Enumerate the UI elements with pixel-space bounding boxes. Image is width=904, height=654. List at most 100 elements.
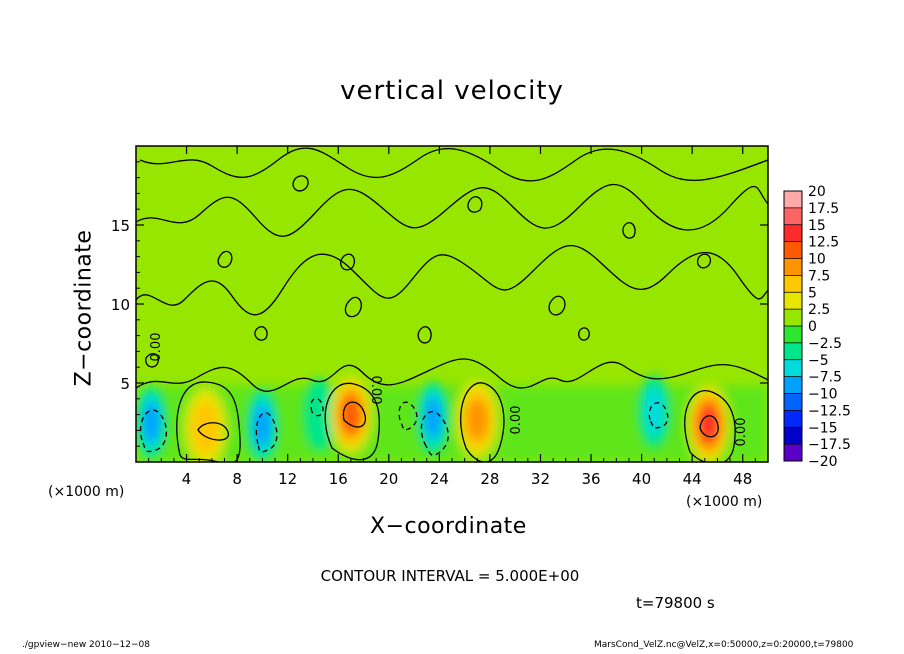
colorbar-segment: [784, 359, 802, 378]
colorbar-tick-label: 20: [808, 184, 826, 200]
negative-contour-2: [420, 410, 449, 456]
x-tick-label: 8: [232, 470, 242, 488]
contour-line-14: [344, 296, 362, 318]
updraft-core-3: [700, 408, 717, 440]
contour-line-7: [684, 390, 736, 462]
contour-line-0: [136, 358, 768, 392]
contour-line-10: [699, 415, 719, 438]
contour-line-18: [696, 253, 712, 269]
colorbar-segment: [784, 241, 802, 259]
y-axis-label: Z−coordinate: [71, 229, 97, 387]
contour-line-5: [324, 382, 380, 461]
contour-value-label-3: 0.00: [734, 418, 749, 447]
colorbar-tick-label: 17.5: [808, 201, 839, 217]
colorbar-tick-label: −15: [808, 420, 838, 436]
colorbar-tick-label: 10: [808, 252, 826, 268]
colorbar-segment: [784, 444, 802, 462]
contour-line-15: [417, 326, 432, 344]
downdraft-core-4: [643, 386, 665, 437]
x-tick-label: 44: [683, 470, 702, 488]
colorbar-segment: [784, 376, 802, 394]
downdraft-core-2: [304, 378, 335, 451]
colorbar-segment: [784, 191, 802, 209]
colorbar-segment: [784, 393, 802, 411]
x-tick-label: 32: [531, 470, 550, 488]
negative-contour-1: [255, 412, 278, 453]
contour-line-1: [136, 244, 768, 316]
x-tick-label: 24: [430, 470, 449, 488]
contour-interval-note: CONTOUR INTERVAL = 5.000E+00: [0, 567, 904, 585]
downdraft-core-3: [424, 397, 442, 438]
contour-line-13: [340, 253, 356, 271]
contour-line-11: [145, 353, 159, 368]
colorbar-tick-label: −5: [808, 353, 829, 369]
colorbar-tick-label: 12.5: [808, 235, 839, 251]
downdraft-core-0: [142, 402, 160, 443]
x-tick-label: 12: [278, 470, 297, 488]
contour-line-8: [197, 422, 229, 441]
colorbar-tick-label: −20: [808, 454, 838, 470]
updraft-core-2: [466, 398, 489, 441]
x-tick-label: 16: [329, 470, 348, 488]
contour-line-21: [578, 327, 590, 341]
colorbar-segment: [784, 292, 802, 310]
contour-line-3: [139, 147, 768, 182]
x-tick-label: 28: [480, 470, 499, 488]
colorbar-segment: [784, 326, 802, 344]
contour-line-12: [217, 250, 233, 268]
colorbar-tick-label: −17.5: [808, 437, 851, 453]
x-tick-label: 4: [182, 470, 192, 488]
low-level-band: [136, 386, 768, 462]
colorbar-tick-label: −12.5: [808, 403, 851, 419]
colorbar-segment: [784, 224, 802, 243]
contour-line-4: [176, 381, 241, 462]
x-unit-label-right: (×1000 m): [686, 494, 763, 510]
contour-value-label-1: 0.00: [368, 376, 383, 405]
colorbar-segment: [784, 207, 802, 226]
x-tick-label: 40: [632, 470, 651, 488]
colorbar-tick-label: 0: [808, 319, 817, 335]
x-unit-label-left: (×1000 m): [48, 484, 125, 500]
contour-value-label-0: 0.00: [149, 333, 164, 362]
colorbar-tick-label: 7.5: [808, 268, 830, 284]
colorbar-tick-label: 5: [808, 285, 817, 301]
negative-contour-5: [310, 397, 324, 417]
time-label: t=79800 s: [636, 594, 715, 612]
downdraft-core-1: [254, 405, 271, 446]
colorbar-tick-label: −7.5: [808, 370, 842, 386]
x-tick-label: 48: [733, 470, 752, 488]
y-tick-label: 15: [111, 217, 130, 235]
y-tick-label: 10: [111, 296, 130, 314]
colorbar-tick-label: 2.5: [808, 302, 830, 318]
negative-contour-3: [398, 401, 418, 431]
x-tick-label: 20: [379, 470, 398, 488]
negative-contour-0: [139, 409, 167, 453]
colorbar-tick-label: 15: [808, 218, 826, 234]
chart-title: vertical velocity: [340, 76, 564, 106]
contour-line-22: [254, 326, 268, 341]
x-axis-label: X−coordinate: [370, 514, 527, 539]
colorbar-tick-label: −10: [808, 387, 838, 403]
colorbar-segment: [784, 342, 802, 361]
contour-value-label-2: 0.00: [509, 406, 524, 435]
contour-line-20: [467, 196, 483, 213]
colorbar-segment: [784, 427, 802, 445]
contour-line-17: [622, 222, 636, 239]
y-tick-label: 5: [120, 375, 130, 393]
contour-line-2: [136, 183, 768, 237]
colorbar-segment: [784, 275, 802, 293]
colorbar-segment: [784, 258, 802, 276]
colorbar-segment: [784, 410, 802, 428]
colorbar-segment: [784, 309, 802, 327]
colorbar-tick-label: −2.5: [808, 336, 842, 352]
x-tick-label: 36: [581, 470, 600, 488]
contour-line-16: [548, 295, 566, 316]
footer-program-date: ./gpview−new 2010−12−08: [22, 640, 150, 650]
negative-contour-4: [648, 402, 669, 429]
contour-line-9: [342, 401, 367, 428]
updraft-core-0: [191, 400, 220, 454]
contour-line-19: [292, 175, 309, 192]
footer-data-source: MarsCond_VelZ.nc@VelZ,x=0:50000,z=0:2000…: [594, 640, 854, 650]
contour-interval-text: CONTOUR INTERVAL = 5.000E+00: [320, 567, 580, 585]
